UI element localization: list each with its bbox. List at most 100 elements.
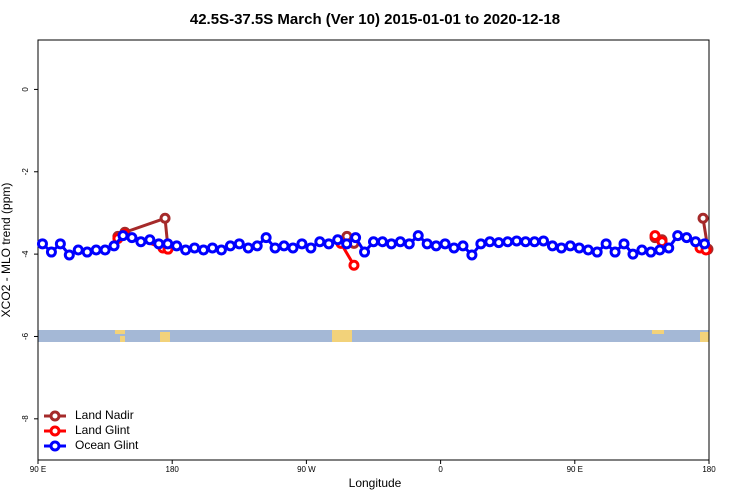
data-point [260,232,272,244]
data-point [36,238,48,250]
legend-label: Land Nadir [75,408,134,422]
y-axis-label: XCO2 - MLO trend (ppm) [0,183,13,318]
data-point [296,238,308,250]
data-point [144,234,156,246]
data-point [323,238,335,250]
data-point [448,242,460,254]
y-tick-label: -8 [21,415,30,423]
data-point [215,244,227,256]
x-tick-label: 180 [166,465,180,474]
data-point [332,234,344,246]
data-point [430,240,442,252]
data-point [314,236,326,248]
x-axis-label: Longitude [349,476,402,490]
data-point [81,246,93,258]
data-point [582,244,594,256]
data-point [645,246,657,258]
data-point [564,240,576,252]
data-point [99,244,111,256]
data-point [555,242,567,254]
y-tick-label: 0 [21,87,30,92]
data-point [233,238,245,250]
data-point [198,244,210,256]
legend-marker [49,410,61,422]
y-tick-label: -4 [21,250,30,258]
data-point [153,238,165,250]
data-point [117,230,129,242]
x-tick-label: 180 [702,465,716,474]
data-point [305,242,317,254]
data-point [412,230,424,242]
surface-strip [38,330,709,342]
x-tick-label: 0 [438,465,443,474]
y-tick-label: -6 [21,332,30,340]
data-point [636,244,648,256]
data-point [162,238,174,250]
data-point [475,238,487,250]
y-tick-label: -2 [21,168,30,176]
legend-label: Ocean Glint [75,438,139,452]
data-point [403,238,415,250]
data-point [529,236,541,248]
data-point [546,240,558,252]
data-point [457,240,469,252]
x-tick-label: 90 W [297,465,316,474]
data-point [649,230,661,242]
data-point [618,238,630,250]
data-point [251,240,263,252]
data-point [224,240,236,252]
data-point [159,212,171,224]
data-point [135,236,147,248]
data-point [90,244,102,256]
data-point [269,242,281,254]
x-tick-label: 90 E [567,465,583,474]
data-point [493,237,505,249]
data-point [439,238,451,250]
data-point [385,238,397,250]
legend-label: Land Glint [75,423,130,437]
data-point [466,249,478,261]
data-point [537,235,549,247]
data-point [591,246,603,258]
data-point [350,232,362,244]
data-point [189,242,201,254]
data-point [242,242,254,254]
data-point [394,236,406,248]
data-point [511,235,523,247]
legend-marker [49,425,61,437]
data-point [45,246,57,258]
data-point [573,242,585,254]
data-point [63,249,75,261]
data-point [484,236,496,248]
data-point [681,232,693,244]
data-point [697,212,709,224]
data-point [600,238,612,250]
data-point [126,232,138,244]
chart-title: 42.5S-37.5S March (Ver 10) 2015-01-01 to… [190,11,560,28]
data-point [421,238,433,250]
x-tick-label: 90 E [30,465,46,474]
data-point [520,236,532,248]
data-point [654,244,666,256]
plot-frame [37,39,710,461]
data-point [54,238,66,250]
data-point [108,240,120,252]
legend-marker [49,440,61,452]
data-point [341,238,353,250]
data-point [690,236,702,248]
data-point [376,236,388,248]
data-point [699,238,711,250]
data-point [502,236,514,248]
data-point [368,236,379,248]
data-point [287,242,299,254]
data-point [359,246,371,258]
data-point [609,246,621,258]
data-point [171,240,183,252]
data-point [672,230,684,242]
data-point [180,244,192,256]
data-point [627,248,639,260]
data-point [278,240,290,252]
data-point [663,242,675,254]
data-point [348,259,360,271]
